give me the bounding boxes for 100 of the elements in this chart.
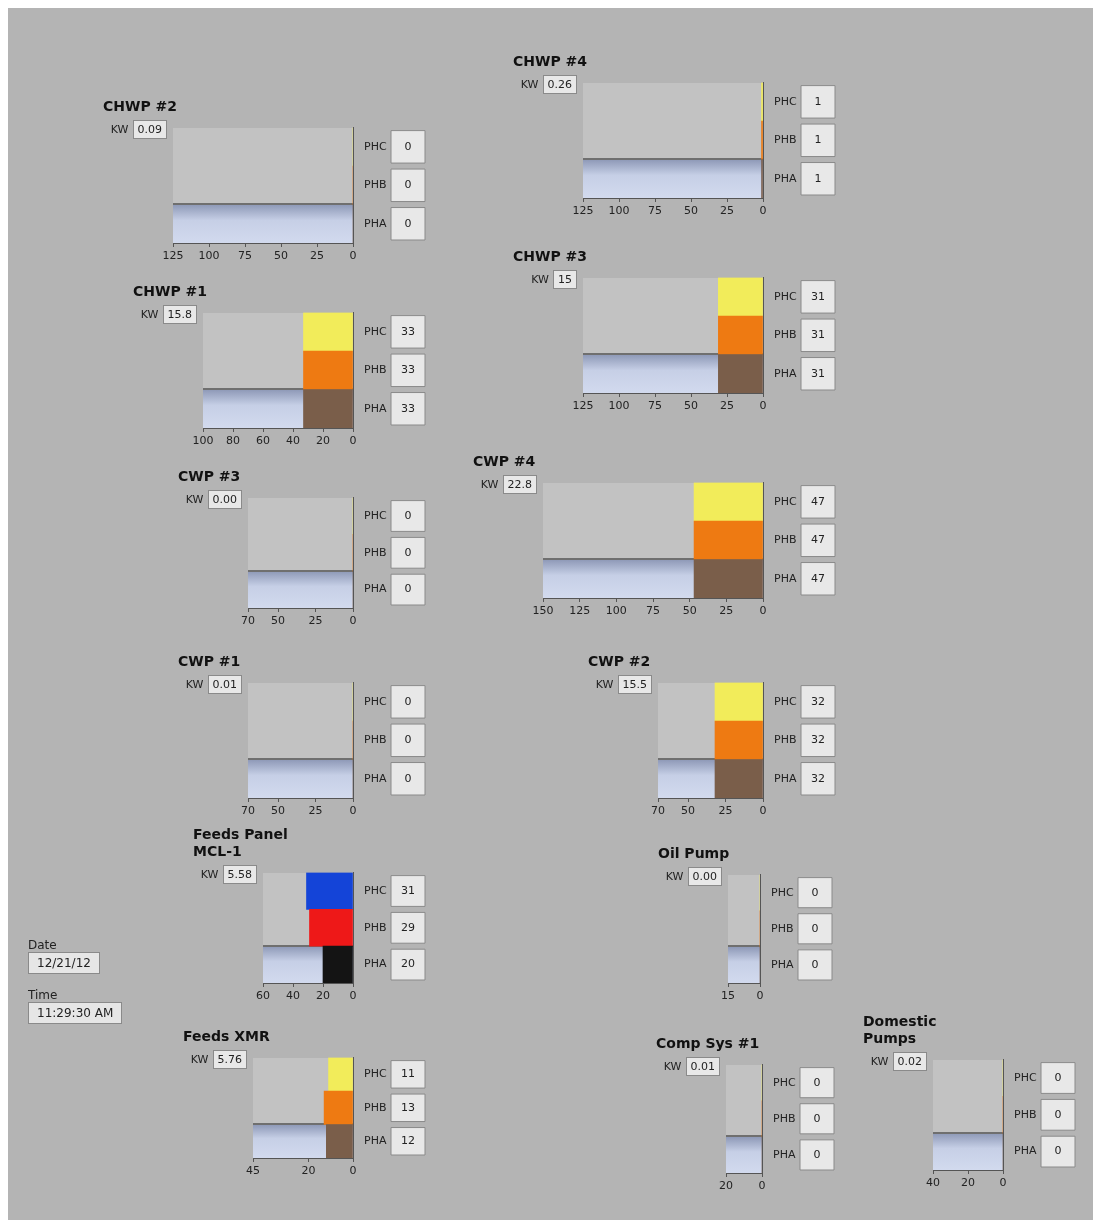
chart-title: CWP #1 xyxy=(178,653,242,670)
data-label: 0 xyxy=(404,733,412,747)
y-tick-label: PHB xyxy=(774,733,797,747)
text: 0.01 xyxy=(685,1057,720,1076)
x-tick-label: 25 xyxy=(720,204,734,218)
chart-title: CWP #4 xyxy=(473,453,537,470)
y-tick-label: PHC xyxy=(774,94,797,108)
data-label: 20 xyxy=(401,957,415,971)
x-tick-label: 0 xyxy=(349,249,357,263)
text: 5.58 xyxy=(222,865,257,884)
y-tick-label: PHA xyxy=(774,366,797,380)
x-tick-label: 125 xyxy=(162,249,184,263)
text: 0.26 xyxy=(542,75,577,94)
text: 15.5 xyxy=(617,675,652,694)
data-label: 0 xyxy=(813,1111,821,1125)
data-label: 32 xyxy=(811,733,825,747)
x-tick-label: 100 xyxy=(608,399,630,413)
x-tick-label: 20 xyxy=(316,989,330,1003)
x-tick-label: 45 xyxy=(246,1164,260,1178)
x-tick-label: 50 xyxy=(684,399,698,413)
x-tick-label: 15 xyxy=(721,989,735,1003)
x-tick-label: 80 xyxy=(226,434,240,448)
data-label: 31 xyxy=(811,328,825,342)
data-label: 0 xyxy=(404,178,412,192)
x-tick-label: 50 xyxy=(271,804,285,818)
data-label: 0 xyxy=(813,1147,821,1161)
x-tick-label: 25 xyxy=(308,614,323,628)
data-label: 12 xyxy=(401,1134,415,1148)
text: KW xyxy=(185,678,204,691)
text: KW xyxy=(520,78,539,91)
text: 0.02 xyxy=(892,1052,927,1071)
data-label: 0 xyxy=(404,216,412,230)
y-tick-label: PHC xyxy=(364,694,387,708)
data-label: 0 xyxy=(404,508,412,522)
x-tick-label: 0 xyxy=(759,804,767,818)
y-tick-label: PHA xyxy=(364,216,387,230)
data-label: 33 xyxy=(401,401,415,415)
x-tick-label: 60 xyxy=(256,434,270,448)
y-tick-label: PHA xyxy=(364,957,387,971)
y-tick-label: PHA xyxy=(774,171,797,185)
x-tick-label: 25 xyxy=(718,804,733,818)
y-tick-label: PHC xyxy=(364,139,387,153)
x-tick-label: 0 xyxy=(349,1164,357,1178)
chart-title: Feeds XMR xyxy=(183,1028,271,1045)
x-tick-label: 100 xyxy=(198,249,220,263)
y-tick-label: PHB xyxy=(364,1100,387,1114)
x-tick-label: 0 xyxy=(756,989,764,1003)
x-tick-label: 70 xyxy=(241,804,255,818)
chart-title: CHWP #4 xyxy=(513,53,589,70)
y-tick-label: PHB xyxy=(1014,1107,1037,1121)
text: Date xyxy=(28,938,58,952)
data-label: 31 xyxy=(811,289,825,303)
x-tick-label: 40 xyxy=(286,434,300,448)
data-label: 0 xyxy=(404,139,412,153)
y-tick-label: PHC xyxy=(771,885,794,899)
y-tick-label: PHC xyxy=(774,494,797,508)
data-label: 0 xyxy=(404,771,412,785)
y-tick-label: PHC xyxy=(774,694,797,708)
x-tick-label: 50 xyxy=(682,604,697,618)
y-tick-label: PHB xyxy=(364,733,387,747)
chart-title: Domestic Pumps xyxy=(863,1013,938,1047)
y-tick-label: PHC xyxy=(364,1067,387,1081)
data-label: 33 xyxy=(401,324,415,338)
x-tick-label: 50 xyxy=(274,249,288,263)
text: 0.09 xyxy=(132,120,167,139)
data-label: 47 xyxy=(811,533,825,547)
x-tick-label: 100 xyxy=(192,434,214,448)
x-tick-label: 100 xyxy=(608,204,630,218)
y-tick-label: PHA xyxy=(774,771,797,785)
text: Time xyxy=(28,988,59,1002)
x-tick-label: 20 xyxy=(301,1164,316,1178)
text: KW xyxy=(140,308,159,321)
y-tick-label: PHC xyxy=(364,508,387,522)
y-tick-label: PHB xyxy=(774,133,797,147)
x-tick-label: 25 xyxy=(720,399,734,413)
x-tick-label: 60 xyxy=(256,989,270,1003)
text: KW xyxy=(190,1053,209,1066)
y-tick-label: PHA xyxy=(364,401,387,415)
data-label: 1 xyxy=(814,94,822,108)
text: 15.8 xyxy=(162,305,197,324)
y-tick-label: PHB xyxy=(364,363,387,377)
chart-title: CWP #2 xyxy=(588,653,652,670)
x-tick-label: 125 xyxy=(569,604,591,618)
text: 22.8 xyxy=(502,475,537,494)
x-tick-label: 70 xyxy=(651,804,665,818)
text: KW xyxy=(110,123,129,136)
x-tick-label: 25 xyxy=(719,604,734,618)
x-tick-label: 0 xyxy=(758,1179,766,1193)
chart-title: Comp Sys #1 xyxy=(656,1035,761,1052)
x-tick-label: 25 xyxy=(310,249,324,263)
text: KW xyxy=(531,273,549,286)
data-label: 47 xyxy=(811,494,825,508)
x-tick-label: 75 xyxy=(238,249,252,263)
y-tick-label: PHC xyxy=(773,1075,796,1089)
text: 0.01 xyxy=(207,675,242,694)
text: KW xyxy=(663,1060,682,1073)
text: KW xyxy=(200,868,219,881)
chart-title: CHWP #1 xyxy=(133,283,209,300)
data-label: 0 xyxy=(1054,1144,1062,1158)
y-tick-label: PHB xyxy=(364,178,387,192)
